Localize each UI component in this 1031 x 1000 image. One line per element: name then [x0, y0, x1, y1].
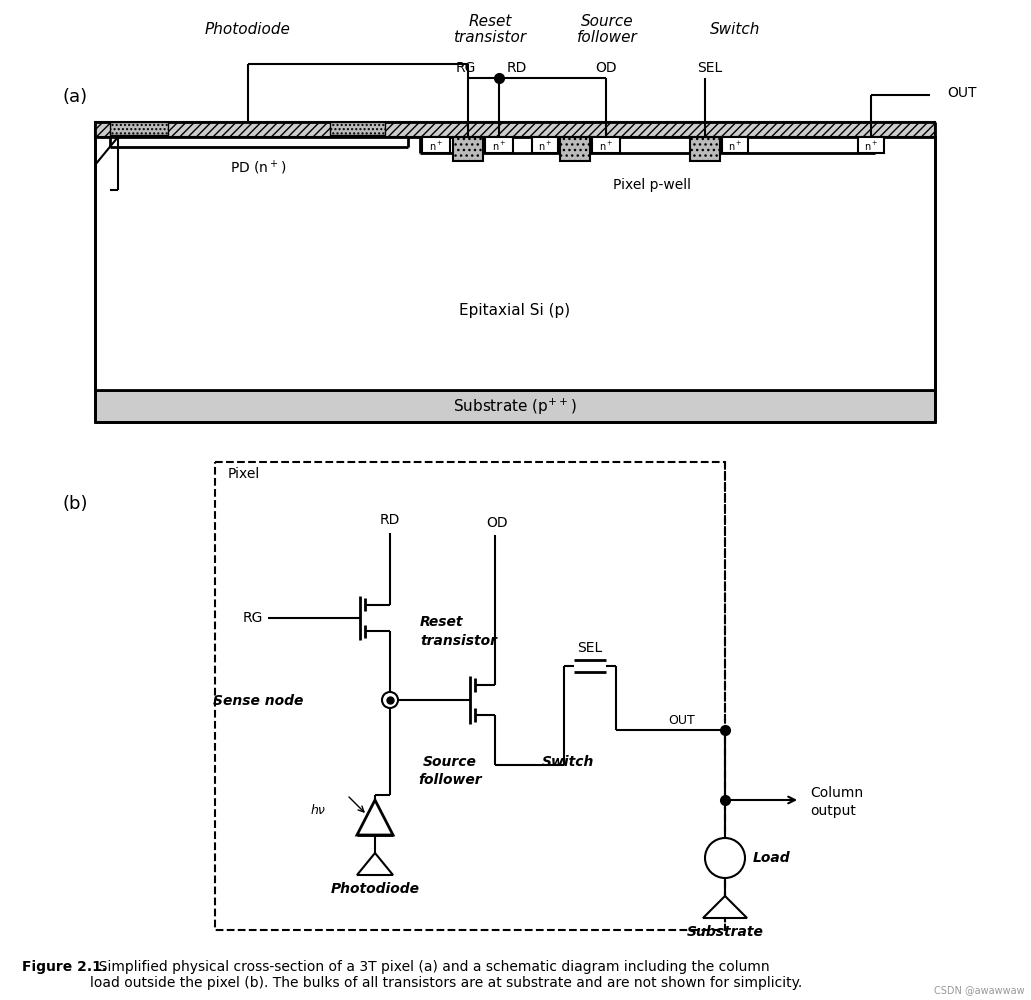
Text: n$^+$: n$^+$: [492, 139, 506, 153]
Text: SEL: SEL: [577, 641, 603, 655]
Text: Epitaxial Si (p): Epitaxial Si (p): [460, 302, 570, 318]
Text: Photodiode: Photodiode: [205, 22, 291, 37]
Text: follower: follower: [419, 773, 481, 787]
Text: follower: follower: [576, 30, 637, 45]
Text: Source: Source: [423, 755, 477, 769]
Text: (a): (a): [62, 88, 88, 106]
Bar: [560, 137, 590, 161]
Bar: [453, 137, 483, 161]
Circle shape: [383, 692, 398, 708]
Text: hν: hν: [310, 804, 326, 816]
Text: (b): (b): [62, 495, 88, 513]
Text: OD: OD: [595, 61, 617, 75]
Text: Simplified physical cross-section of a 3T pixel (a) and a schematic diagram incl: Simplified physical cross-section of a 3…: [90, 960, 802, 990]
Bar: [422, 137, 450, 153]
Polygon shape: [357, 853, 393, 875]
Text: RG: RG: [456, 61, 476, 75]
Bar: [95, 137, 935, 390]
Text: OD: OD: [487, 516, 508, 530]
Bar: [110, 122, 168, 135]
Text: Pixel: Pixel: [228, 467, 260, 481]
Text: Pixel p-well: Pixel p-well: [613, 178, 691, 192]
Text: n$^+$: n$^+$: [429, 139, 443, 153]
Text: output: output: [810, 804, 856, 818]
Polygon shape: [357, 800, 393, 835]
Text: PD (n$^+$): PD (n$^+$): [230, 159, 287, 177]
Bar: [722, 137, 749, 153]
Text: Source: Source: [580, 14, 633, 29]
Text: Column: Column: [810, 786, 863, 800]
Text: RG: RG: [242, 611, 263, 625]
Text: n$^+$: n$^+$: [864, 139, 878, 153]
Bar: [690, 137, 720, 161]
Text: Figure 2.1.: Figure 2.1.: [22, 960, 107, 974]
Text: Substrate: Substrate: [687, 925, 763, 939]
Text: Substrate (p$^{++}$): Substrate (p$^{++}$): [454, 397, 576, 417]
Bar: [95, 122, 935, 137]
Bar: [215, 462, 725, 930]
Bar: [592, 137, 620, 153]
Bar: [485, 137, 513, 153]
Text: Reset: Reset: [420, 615, 464, 629]
Circle shape: [705, 838, 745, 878]
Bar: [330, 122, 385, 135]
Text: RD: RD: [379, 513, 400, 527]
Text: Switch: Switch: [542, 755, 594, 769]
Bar: [532, 137, 558, 153]
Bar: [95, 390, 935, 422]
Text: Photodiode: Photodiode: [331, 882, 420, 896]
Text: n$^+$: n$^+$: [599, 139, 613, 153]
Bar: [858, 137, 884, 153]
Text: SEL: SEL: [697, 61, 723, 75]
Text: OUT: OUT: [668, 714, 695, 726]
Text: transistor: transistor: [420, 634, 497, 648]
Polygon shape: [703, 896, 747, 918]
Text: Sense node: Sense node: [212, 694, 303, 708]
Text: n$^+$: n$^+$: [538, 139, 553, 153]
Text: Load: Load: [753, 851, 791, 865]
Text: transistor: transistor: [454, 30, 527, 45]
Text: n$^+$: n$^+$: [728, 139, 742, 153]
Text: Reset: Reset: [468, 14, 511, 29]
Text: CSDN @awawwaw: CSDN @awawwaw: [934, 985, 1025, 995]
Text: OUT: OUT: [947, 86, 976, 100]
Text: RD: RD: [507, 61, 527, 75]
Text: Switch: Switch: [709, 22, 760, 37]
